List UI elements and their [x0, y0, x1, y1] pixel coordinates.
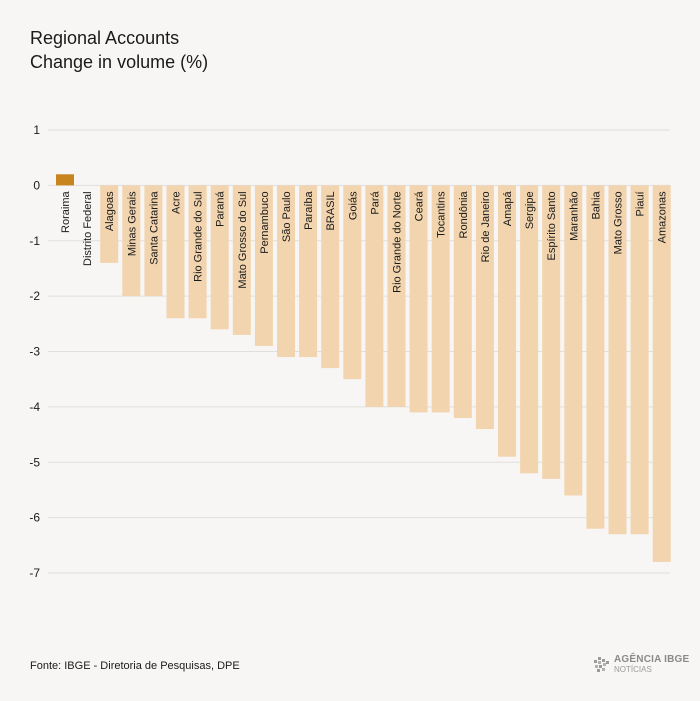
bar	[210, 185, 229, 330]
bar-label: Bahia	[590, 190, 602, 219]
bar-label: Goiás	[347, 191, 359, 220]
bars	[56, 174, 671, 562]
source-note: Fonte: IBGE - Diretoria de Pesquisas, DP…	[30, 660, 240, 672]
bar	[387, 185, 406, 407]
y-tick-label: -4	[29, 400, 40, 414]
bar-label: Rio de Janeiro	[480, 191, 492, 262]
bar-chart: 1 0 -1 -2 -3 -4 -5 -6 -7 Roraima Distrito Federal…	[29, 123, 671, 580]
bar-label: Piauí	[635, 191, 647, 216]
bar-labels: Roraima Distrito Federal Alagoas Minas Gera…	[60, 190, 669, 292]
bar	[365, 185, 384, 407]
y-tick-label: -3	[29, 345, 40, 359]
y-tick-label: -6	[29, 511, 40, 525]
bar-label: Paraná	[215, 191, 227, 227]
ibge-logo-icon	[594, 657, 609, 672]
bar-label: Santa Catarina	[148, 191, 160, 265]
bar	[498, 185, 516, 457]
bar	[453, 185, 472, 418]
logo-line1: AGÊNCIA IBGE	[614, 654, 690, 665]
bar	[299, 185, 318, 358]
y-tick-label: -1	[29, 234, 40, 248]
y-tick-label: -2	[29, 289, 40, 303]
bar-label: Tocantins	[436, 191, 448, 238]
bar	[608, 185, 627, 535]
bar-label: Espírito Santo	[546, 191, 558, 260]
logo-line2: NOTÍCIAS	[614, 665, 652, 674]
bar-label: Roraima	[60, 191, 72, 233]
bar	[630, 185, 649, 535]
bar-label: Paraíba	[303, 190, 315, 229]
bar	[652, 185, 671, 562]
bar	[254, 185, 273, 346]
bar-label: Minas Gerais	[126, 191, 138, 256]
bar	[475, 185, 494, 430]
bar	[343, 185, 362, 380]
chart-title-line1: Regional Accounts	[30, 28, 180, 48]
bar-label: Ceará	[414, 191, 426, 222]
bar	[520, 185, 539, 474]
bar	[277, 185, 295, 358]
agencia-ibge-logo: AGÊNCIA IBGE NOTÍCIAS	[594, 655, 689, 675]
bar-label: BRASIL	[325, 191, 337, 230]
bar-label: Pará	[369, 191, 381, 215]
bar	[144, 185, 163, 297]
bar-label: Acre	[171, 191, 183, 214]
bar-label: Alagoas	[104, 191, 116, 231]
y-axis-ticks: 1 0 -1 -2 -3 -4 -5 -6 -7	[29, 123, 40, 580]
bar	[586, 185, 605, 529]
bar	[542, 185, 561, 479]
bar-label: Rio Grande do Sul	[193, 191, 205, 282]
bar	[166, 185, 185, 319]
bar-label: Distrito Federal	[82, 191, 94, 266]
y-tick-label: -5	[29, 455, 40, 469]
y-tick-label: 0	[33, 178, 40, 192]
bar-label: Mato Grosso do Sul	[237, 191, 249, 288]
bar-label: Rio Grande do Norte	[392, 191, 404, 293]
bar	[56, 174, 74, 186]
bar	[100, 185, 119, 263]
chart-title: Regional Accounts Change in volume (%)	[30, 26, 208, 74]
bar	[122, 185, 141, 297]
bar-label: Maranhão	[568, 191, 580, 241]
bar-label: Pernambuco	[259, 191, 271, 253]
bar-label: Mato Grosso	[613, 191, 625, 254]
y-tick-label: 1	[33, 123, 40, 137]
bar-label: Amapá	[502, 190, 514, 226]
bar	[321, 185, 340, 369]
bar-label: Amazonas	[657, 191, 669, 243]
chart-subtitle: Change in volume (%)	[30, 52, 209, 72]
y-tick-label: -7	[29, 566, 40, 580]
bar	[232, 185, 251, 335]
bar-label: São Paulo	[281, 191, 293, 242]
bar	[564, 185, 583, 496]
bar-label: Sergipe	[524, 191, 536, 229]
bar	[188, 185, 207, 319]
bar	[409, 185, 428, 413]
bar	[431, 185, 450, 413]
bar-label: Rondônia	[458, 190, 470, 238]
